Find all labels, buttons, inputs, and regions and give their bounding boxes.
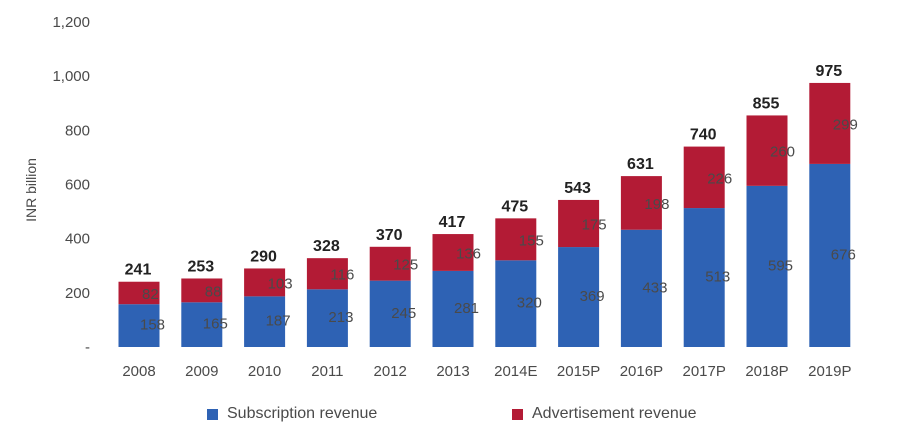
data-label-total: 241 [125,262,152,279]
bar-advertisement [495,218,537,261]
bar-subscription [495,260,537,347]
bar-advertisement [683,146,725,209]
stacked-bar-chart: INR billion - 200 400 600 800 1,000 1,200 158 8… [23,14,858,380]
y-tick-label: 1,200 [52,14,90,31]
data-label-subscription: 281 [454,300,479,317]
x-tick-label: 2009 [185,363,218,380]
y-tick-label: 1,000 [52,68,90,85]
bar-subscription [683,208,725,347]
x-tick-label: 2013 [436,363,469,380]
bars: 158 82 241 165 88 253 187 103 290 213 116 328 245 125… [118,63,858,347]
legend-swatch-advertisement [512,408,523,420]
x-tick-label: 2008 [122,363,155,380]
legend-item-advertisement: Advertisement revenue [512,405,697,423]
bar-subscription [369,280,411,347]
data-label-advertisement: 88 [205,283,222,300]
x-tick-label: 2018P [745,363,788,380]
data-label-advertisement: 198 [644,196,669,213]
data-label-subscription: 320 [517,295,542,312]
x-axis: 2008 2009 2010 2011 2012 2013 2014E 2015P 2016P 2… [122,363,851,380]
data-label-advertisement: 155 [519,232,544,249]
data-label-advertisement: 103 [268,275,293,292]
bar-advertisement [244,268,286,297]
bar-subscription [558,247,600,347]
data-label-subscription: 245 [391,305,416,322]
data-label-subscription: 433 [642,279,667,296]
y-tick-label: 600 [65,177,90,194]
legend-item-subscription: Subscription revenue [207,405,377,423]
data-label-subscription: 187 [266,313,291,330]
data-label-subscription: 369 [580,288,605,305]
data-label-total: 740 [690,127,717,144]
legend-swatch-subscription [207,408,218,420]
data-label-total: 543 [564,180,591,197]
x-tick-label: 2014E [494,363,537,380]
data-label-total: 417 [439,214,466,231]
data-label-subscription: 513 [705,269,730,286]
bar-subscription [244,296,286,347]
y-axis-label: INR billion [23,158,39,222]
legend-label-subscription: Subscription revenue [227,405,378,422]
data-label-total: 975 [815,63,842,80]
data-label-subscription: 676 [831,246,856,263]
data-label-advertisement: 82 [142,286,159,303]
x-tick-label: 2011 [311,363,343,380]
data-label-advertisement: 226 [707,170,732,187]
data-label-subscription: 158 [140,317,165,334]
y-tick-label: 400 [65,231,90,248]
data-label-advertisement: 116 [330,267,354,284]
bar-advertisement [432,234,474,271]
bar-advertisement [181,278,223,303]
x-tick-label: 2015P [557,363,600,380]
bar-subscription [181,302,223,347]
data-label-advertisement: 260 [770,144,795,161]
bar-advertisement [118,281,160,305]
bar-subscription [306,289,348,347]
bar-advertisement [369,246,411,281]
y-tick-label: 800 [65,122,90,139]
bar-subscription [746,185,788,347]
bar-advertisement [809,82,851,164]
y-tick-label: - [85,339,90,356]
data-label-total: 253 [187,258,214,275]
bar-advertisement [746,115,788,186]
data-label-total: 290 [250,248,277,265]
data-label-total: 475 [501,198,528,215]
bar-subscription [809,163,851,347]
data-label-subscription: 165 [203,316,228,333]
bar-subscription [118,304,160,347]
y-tick-label: 200 [65,285,90,302]
x-tick-label: 2017P [683,363,726,380]
data-label-total: 855 [753,95,780,112]
bar-subscription [432,270,474,347]
data-label-total: 631 [627,156,654,173]
y-axis: - 200 400 600 800 1,000 1,200 [52,14,90,356]
data-label-advertisement: 175 [582,217,607,234]
x-tick-label: 2016P [620,363,663,380]
data-label-advertisement: 299 [833,116,858,133]
data-label-total: 370 [376,227,403,244]
x-tick-label: 2012 [374,363,407,380]
data-label-advertisement: 125 [393,257,418,274]
bar-advertisement [558,199,600,248]
data-label-advertisement: 136 [456,245,481,262]
data-label-subscription: 595 [768,257,793,274]
bar-subscription [620,229,662,347]
bar-advertisement [620,176,662,230]
data-label-subscription: 213 [328,309,353,326]
legend-label-advertisement: Advertisement revenue [532,405,697,422]
x-tick-label: 2010 [248,363,281,380]
x-tick-label: 2019P [808,363,851,380]
legend: Subscription revenue Advertisement reven… [0,405,903,427]
bar-advertisement [306,258,348,290]
data-label-total: 328 [313,238,340,255]
